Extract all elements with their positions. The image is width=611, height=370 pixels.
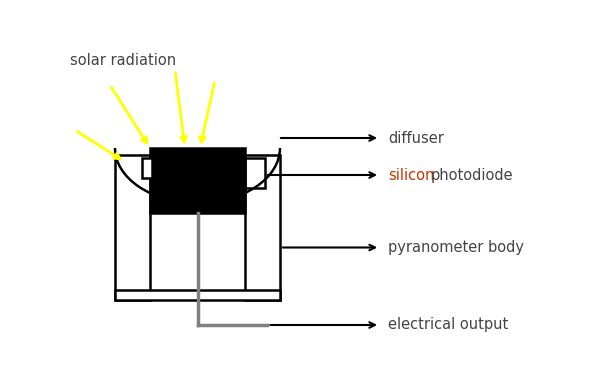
Text: diffuser: diffuser (388, 131, 444, 145)
Text: photodiode: photodiode (431, 168, 514, 182)
Bar (245, 158, 265, 188)
Bar (150, 148, 245, 213)
Bar (115, 290, 280, 300)
Text: silicon: silicon (388, 168, 434, 182)
Bar (245, 155, 280, 300)
Text: pyranometer body: pyranometer body (388, 240, 524, 255)
Text: electrical output: electrical output (388, 317, 508, 333)
Bar (115, 155, 150, 300)
Bar (142, 158, 152, 178)
Text: solar radiation: solar radiation (70, 53, 176, 67)
